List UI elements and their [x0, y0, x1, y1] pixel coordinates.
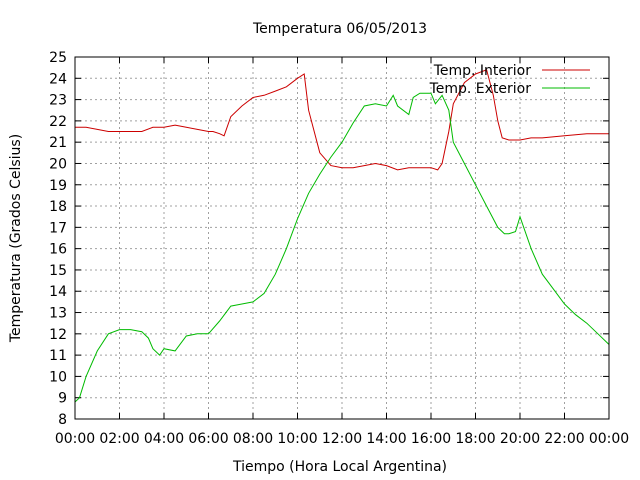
- x-tick-label: 00:00: [55, 431, 95, 447]
- grid-lines: [75, 57, 609, 419]
- legend-label-temp-interior: Temp. Interior: [433, 63, 532, 79]
- y-tick-label: 13: [49, 306, 67, 322]
- x-tick-label: 08:00: [233, 431, 273, 447]
- y-tick-label: 21: [49, 135, 67, 151]
- x-tick-label: 16:00: [411, 431, 451, 447]
- y-tick-label: 25: [49, 50, 67, 66]
- y-tick-label: 15: [49, 263, 67, 279]
- y-tick-label: 18: [49, 199, 67, 215]
- y-tick-label: 10: [49, 369, 67, 385]
- y-tick-label: 11: [49, 348, 67, 364]
- x-tick-label: 00:00: [589, 431, 629, 447]
- y-tick-label: 14: [49, 284, 67, 300]
- y-tick-label: 23: [49, 93, 67, 109]
- series-line-temp-exterior: [74, 92, 610, 403]
- x-tick-label: 18:00: [455, 431, 495, 447]
- data-series: [74, 69, 610, 403]
- x-tick-label: 06:00: [188, 431, 228, 447]
- series-line-temp-interior: [75, 69, 609, 171]
- y-tick-label: 17: [49, 220, 67, 236]
- x-tick-label: 22:00: [544, 431, 584, 447]
- x-tick-label: 12:00: [322, 431, 362, 447]
- y-tick-label: 9: [58, 391, 67, 407]
- legend: Temp. Interior Temp. Exterior: [429, 63, 590, 97]
- x-tick-label: 10:00: [277, 431, 317, 447]
- y-tick-label: 12: [49, 327, 67, 343]
- y-tick-label: 19: [49, 178, 67, 194]
- y-tick-label: 20: [49, 156, 67, 172]
- x-tick-label: 04:00: [144, 431, 184, 447]
- plot-frame: [74, 56, 610, 420]
- x-axis-tick-labels: 00:00 02:00 04:00 06:00 08:00 10:00 12:00 14:00…: [55, 431, 629, 447]
- x-tick-label: 14:00: [366, 431, 406, 447]
- y-tick-label: 24: [49, 71, 67, 87]
- chart-title: Temperatura 06/05/2013: [252, 21, 427, 37]
- x-axis-label: Tiempo (Hora Local Argentina): [232, 459, 447, 475]
- y-tick-label: 8: [58, 412, 67, 428]
- y-tick-label: 16: [49, 242, 67, 258]
- y-axis-tick-labels: 8 9 10 11 12 13 14 15 16 17 18 19 20 21 22 23 24 25: [49, 50, 67, 428]
- y-tick-label: 22: [49, 114, 67, 130]
- x-tick-label: 20:00: [500, 431, 540, 447]
- x-tick-label: 02:00: [99, 431, 139, 447]
- legend-label-temp-exterior: Temp. Exterior: [429, 81, 532, 97]
- y-axis-label: Temperatura (Grados Celsius): [8, 134, 24, 343]
